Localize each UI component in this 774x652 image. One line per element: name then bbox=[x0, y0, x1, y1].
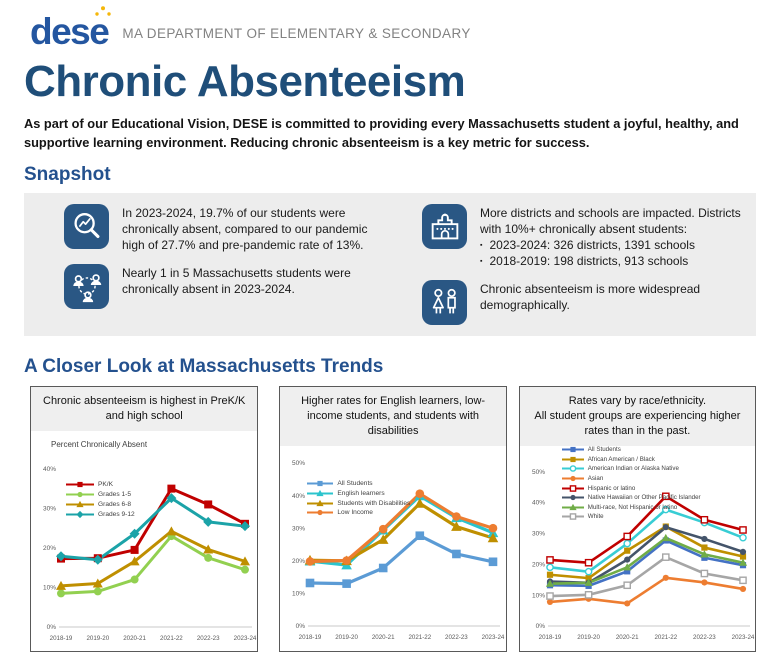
legend-item: PK/K bbox=[66, 479, 135, 489]
svg-text:2021-22: 2021-22 bbox=[160, 635, 183, 642]
chart-student-groups: Higher rates for English learners, low-i… bbox=[279, 385, 507, 652]
people-network-icon bbox=[64, 263, 109, 309]
svg-text:2021-22: 2021-22 bbox=[409, 634, 432, 641]
svg-text:2018-19: 2018-19 bbox=[538, 634, 561, 641]
snapshot-column-left: In 2023-2024, 19.7% of our students were… bbox=[64, 204, 394, 325]
dese-logo-text: dese bbox=[30, 10, 110, 52]
legend-item: All Students bbox=[307, 479, 410, 489]
charts-row: Chronic absenteeism is highest in PreK/K… bbox=[30, 385, 756, 652]
magnifier-chart-icon bbox=[64, 204, 109, 250]
snapshot-text: More districts and schools are impacted.… bbox=[480, 204, 746, 270]
chart-svg: 0% 10% 20% 30% 40% 50% 2018-19 2019-20 2020-21 20… bbox=[292, 461, 505, 642]
svg-text:0%: 0% bbox=[47, 624, 57, 631]
chart-title: Rates vary by race/ethnicity. All studen… bbox=[519, 386, 755, 447]
school-building-icon bbox=[422, 204, 467, 250]
svg-text:2020-21: 2020-21 bbox=[372, 634, 395, 641]
logo-sparkle-icon bbox=[95, 5, 112, 16]
trends-heading: A Closer Look at Massachusetts Trends bbox=[24, 355, 384, 377]
legend-item: Native Hawaiian or Other Pacific Islande… bbox=[561, 493, 701, 503]
svg-text:10%: 10% bbox=[43, 585, 56, 592]
legend-item: White bbox=[561, 512, 701, 522]
svg-text:40%: 40% bbox=[532, 500, 545, 507]
snapshot-item-rate: In 2023-2024, 19.7% of our students were… bbox=[64, 204, 394, 254]
svg-text:2018-19: 2018-19 bbox=[299, 634, 322, 641]
chart-legend: All Students English learners Students wit… bbox=[307, 479, 410, 518]
snapshot-item-districts: More districts and schools are impacted.… bbox=[422, 204, 746, 270]
svg-text:50%: 50% bbox=[292, 461, 305, 468]
chart-svg: 0% 10% 20% 30% 40% 2018-19 2019-20 2020-21 2021-… bbox=[43, 466, 257, 642]
svg-text:2020-21: 2020-21 bbox=[123, 635, 146, 642]
legend-item: English learners bbox=[307, 489, 410, 499]
legend-item: Students with Disabilities bbox=[307, 498, 410, 508]
legend-item: Grades 1-5 bbox=[66, 489, 135, 499]
header: dese MA DEPARTMENT OF ELEMENTARY & SECON… bbox=[30, 5, 756, 52]
svg-text:2023-24: 2023-24 bbox=[731, 634, 754, 641]
legend-item: Hispanic or latino bbox=[561, 483, 701, 493]
bullet-text: 2018-2019: 198 districts, 913 schools bbox=[489, 253, 689, 268]
snapshot-text: In 2023-2024, 19.7% of our students were… bbox=[122, 206, 368, 252]
svg-text:40%: 40% bbox=[292, 493, 305, 500]
bullet-icon: ▪ bbox=[480, 257, 483, 265]
svg-text:0%: 0% bbox=[296, 624, 306, 631]
svg-text:2018-19: 2018-19 bbox=[50, 635, 73, 642]
intro-text: As part of our Educational Vision, DESE … bbox=[24, 116, 739, 150]
bullet-icon: ▪ bbox=[480, 242, 483, 249]
snapshot-text-line: More districts and schools are impacted.… bbox=[480, 206, 741, 237]
svg-text:2022-23: 2022-23 bbox=[445, 634, 468, 641]
svg-text:2022-23: 2022-23 bbox=[693, 634, 716, 641]
svg-text:2019-20: 2019-20 bbox=[577, 634, 600, 641]
chart-legend: PK/K Grades 1-5 Grades 6-8 Grades 9-12 bbox=[66, 479, 135, 520]
snapshot-heading: Snapshot bbox=[24, 164, 111, 186]
snapshot-column-right: More districts and schools are impacted.… bbox=[422, 204, 746, 325]
svg-text:2019-20: 2019-20 bbox=[336, 634, 359, 641]
agency-name: MA DEPARTMENT OF ELEMENTARY & SECONDARY bbox=[122, 25, 471, 41]
legend-item: Low Income bbox=[307, 508, 410, 518]
svg-text:30%: 30% bbox=[532, 531, 545, 538]
svg-text:50%: 50% bbox=[532, 469, 545, 476]
svg-text:2020-21: 2020-21 bbox=[616, 634, 639, 641]
svg-text:30%: 30% bbox=[43, 506, 56, 513]
chart-grade-levels: Chronic absenteeism is highest in PreK/K… bbox=[30, 385, 259, 652]
page-title: Chronic Absenteeism bbox=[24, 57, 466, 106]
svg-text:20%: 20% bbox=[532, 562, 545, 569]
snapshot-text: Nearly 1 in 5 Massachusetts students wer… bbox=[122, 265, 351, 296]
dese-logo: dese bbox=[30, 5, 112, 52]
snapshot-bullet: ▪ 2023-2024: 326 districts, 1391 schools bbox=[480, 238, 746, 254]
snapshot-item-demographics: Chronic absenteeism is more widespread d… bbox=[422, 279, 746, 325]
chart-title: Higher rates for English learners, low-i… bbox=[280, 386, 506, 447]
svg-text:2023-24: 2023-24 bbox=[482, 634, 505, 641]
svg-text:10%: 10% bbox=[532, 593, 545, 600]
svg-text:2019-20: 2019-20 bbox=[86, 635, 109, 642]
legend-item: All Students bbox=[561, 445, 701, 455]
svg-text:30%: 30% bbox=[292, 526, 305, 533]
snapshot-item-one-in-five: Nearly 1 in 5 Massachusetts students wer… bbox=[64, 263, 394, 309]
svg-text:20%: 20% bbox=[43, 545, 56, 552]
svg-text:10%: 10% bbox=[292, 591, 305, 598]
plot-area: 0% 10% 20% 30% 40% 2018-19 2019-20 2020-21 2021-… bbox=[31, 453, 257, 651]
svg-text:2023-24: 2023-24 bbox=[234, 635, 257, 642]
legend-item: American Indian or Alaska Native bbox=[561, 464, 701, 474]
snapshot-text: Chronic absenteeism is more widespread d… bbox=[480, 281, 701, 312]
svg-text:40%: 40% bbox=[43, 466, 56, 473]
chart-title: Chronic absenteeism is highest in PreK/K… bbox=[31, 386, 258, 432]
svg-text:0%: 0% bbox=[535, 624, 545, 631]
svg-text:20%: 20% bbox=[292, 558, 305, 565]
chart-legend: All Students African American / Black Amer… bbox=[561, 445, 701, 522]
bullet-text: 2023-2024: 326 districts, 1391 schools bbox=[489, 238, 695, 252]
svg-text:2021-22: 2021-22 bbox=[654, 634, 677, 641]
legend-item: African American / Black bbox=[561, 455, 701, 465]
legend-item: Grades 6-8 bbox=[66, 500, 135, 510]
chart-race-ethnicity: Rates vary by race/ethnicity. All studen… bbox=[518, 385, 756, 652]
svg-text:2022-23: 2022-23 bbox=[197, 635, 220, 642]
snapshot-section: In 2023-2024, 19.7% of our students were… bbox=[24, 193, 756, 336]
legend-item: Grades 9-12 bbox=[66, 510, 135, 520]
two-people-icon bbox=[422, 279, 467, 325]
snapshot-bullet: ▪ 2018-2019: 198 districts, 913 schools bbox=[480, 254, 746, 270]
y-axis-label: Percent Chronically Absent bbox=[51, 440, 148, 450]
legend-item: Multi-race, Not Hispanic or latino bbox=[561, 502, 701, 512]
legend-item: Asian bbox=[561, 474, 701, 484]
plot-area: 0% 10% 20% 30% 40% 50% 2018-19 2019-20 2020-21 20… bbox=[280, 446, 505, 650]
